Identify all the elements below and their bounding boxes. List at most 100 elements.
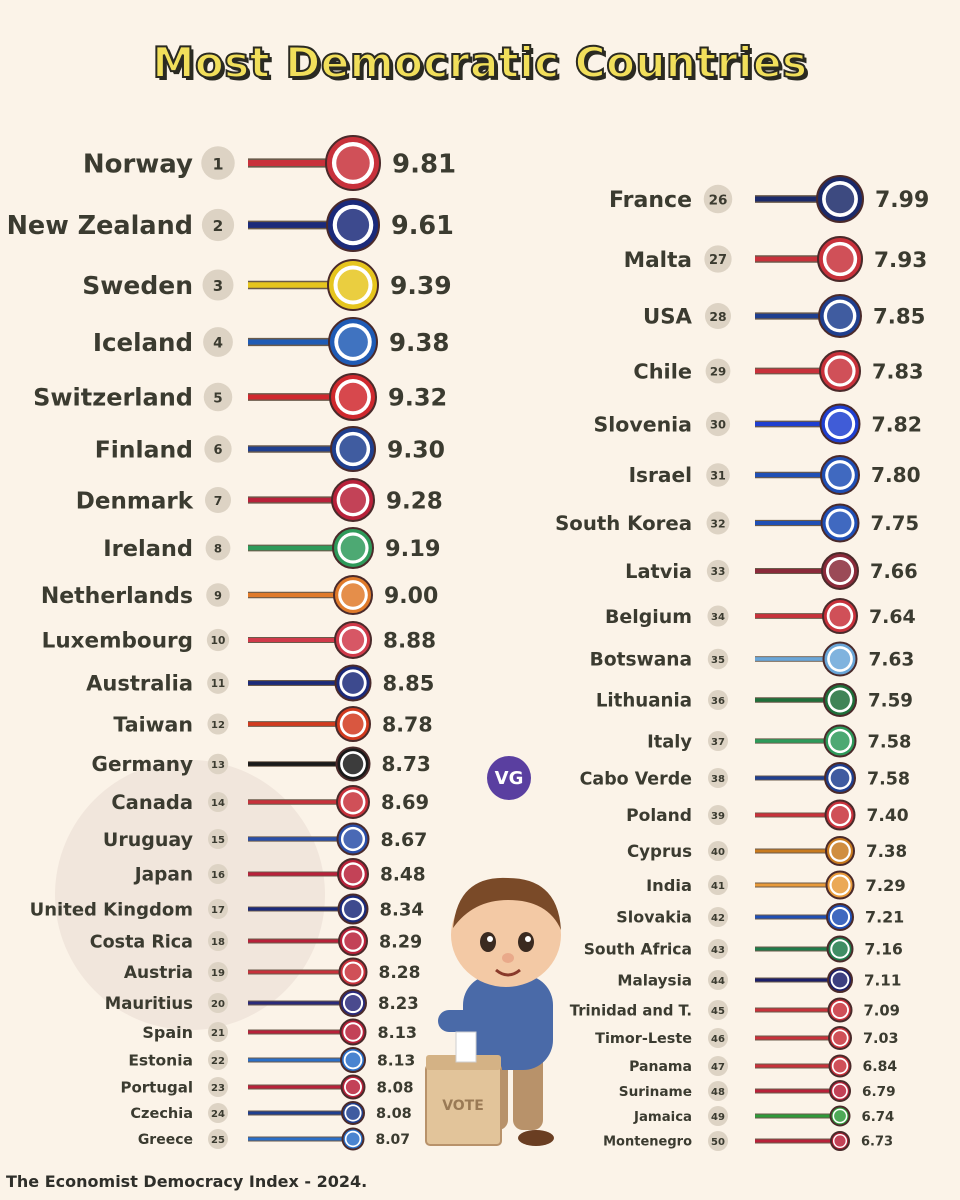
rank-badge	[708, 768, 728, 788]
rank-number: 43	[711, 945, 725, 956]
rank-badge	[208, 829, 228, 849]
rank-number: 38	[711, 774, 725, 785]
country-name: Australia	[86, 672, 193, 696]
rank-number: 27	[709, 253, 727, 268]
voting-boy-illustration: VOTE	[425, 877, 561, 1146]
rank-number: 1	[212, 154, 223, 173]
score-value: 9.19	[385, 536, 441, 562]
score-value: 9.32	[388, 384, 447, 412]
country-name: Taiwan	[113, 712, 193, 736]
country-name: Czechia	[130, 1106, 193, 1122]
rank-number: 50	[711, 1137, 725, 1148]
rank-number: 33	[711, 566, 726, 578]
score-value: 7.66	[870, 560, 918, 583]
rank-number: 15	[211, 835, 225, 846]
country-name: Canada	[111, 791, 193, 814]
country-row: 36 Lithuania 7.59	[596, 683, 913, 717]
score-value: 6.73	[861, 1135, 893, 1150]
score-value: 8.69	[381, 791, 429, 814]
country-row: 4 Iceland 9.38	[93, 317, 449, 367]
rank-badge	[708, 841, 728, 861]
rank-badge	[208, 993, 228, 1013]
rank-badge	[206, 628, 230, 652]
flag-icon	[833, 1059, 847, 1073]
rank-number: 5	[213, 390, 222, 406]
rank-badge	[708, 970, 728, 990]
country-name: South Africa	[584, 941, 692, 959]
country-name: Malta	[624, 248, 692, 273]
country-row: 40 Cyprus 7.38	[627, 836, 907, 866]
flag-icon	[830, 731, 850, 751]
country-row: 48 Suriname 6.79	[619, 1080, 896, 1102]
country-name: USA	[643, 305, 693, 330]
rank-number: 14	[211, 798, 225, 809]
country-name: Latvia	[625, 560, 692, 583]
score-value: 7.80	[871, 463, 921, 487]
country-row: 2 New Zealand 9.61	[7, 198, 454, 252]
flag-icon	[338, 327, 368, 357]
country-name: Estonia	[128, 1052, 193, 1070]
country-name: Luxembourg	[42, 629, 193, 654]
flag-icon	[344, 994, 362, 1012]
country-row: 7 Denmark 9.28	[76, 478, 443, 522]
flag-icon	[336, 208, 370, 242]
score-value: 9.30	[387, 435, 445, 463]
country-row: 37 Italy 7.58	[647, 724, 911, 758]
country-row: 31 Israel 7.80	[629, 455, 921, 495]
rank-number: 18	[211, 937, 225, 948]
country-row: 10 Luxembourg 8.88	[42, 621, 436, 659]
country-row: 46 Timor-Leste 7.03	[595, 1026, 899, 1050]
rank-number: 40	[711, 847, 725, 858]
score-value: 7.11	[864, 971, 901, 989]
country-name: Austria	[124, 963, 193, 983]
country-row: 49 Jamaica 6.74	[633, 1105, 894, 1127]
country-name: Iceland	[93, 328, 193, 357]
country-name: Ireland	[103, 536, 193, 562]
country-row: 13 Germany 8.73	[92, 746, 431, 782]
flag-icon	[346, 1132, 360, 1146]
rank-badge	[708, 1131, 728, 1151]
flag-icon	[834, 1110, 846, 1122]
country-row: 17 United Kingdom 8.34	[30, 893, 424, 925]
rank-badge	[203, 327, 233, 357]
country-row: 25 Greece 8.07	[138, 1127, 410, 1151]
vg-logo: VG	[487, 756, 531, 800]
country-row: 41 India 7.29	[646, 870, 906, 900]
score-value: 6.84	[863, 1059, 898, 1075]
rank-badge	[708, 805, 728, 825]
country-row: 23 Portugal 8.08	[120, 1074, 414, 1100]
country-row: 15 Uruguay 8.67	[103, 822, 427, 856]
flag-icon	[833, 1031, 847, 1045]
country-name: Slovenia	[594, 412, 692, 436]
rank-badge	[208, 1129, 228, 1149]
rank-number: 7	[214, 494, 223, 508]
flag-icon	[828, 559, 852, 583]
country-row: 22 Estonia 8.13	[128, 1047, 415, 1073]
country-name: Israel	[629, 463, 692, 487]
score-value: 8.73	[382, 752, 431, 776]
score-value: 9.00	[384, 584, 438, 609]
country-name: Cabo Verde	[580, 769, 692, 789]
flag-icon	[826, 245, 854, 273]
flag-icon	[826, 302, 854, 330]
rank-badge	[704, 302, 732, 330]
rank-number: 24	[211, 1109, 225, 1120]
score-value: 7.09	[864, 1002, 900, 1019]
rank-badge	[208, 1103, 228, 1123]
rank-number: 45	[711, 1006, 725, 1017]
flag-icon	[342, 672, 364, 694]
flag-icon	[344, 900, 362, 918]
rank-number: 47	[711, 1062, 725, 1073]
score-value: 7.85	[873, 305, 925, 330]
rank-badge	[705, 358, 731, 384]
rank-badge	[205, 535, 231, 561]
score-value: 7.16	[865, 941, 903, 959]
rank-badge	[208, 1022, 228, 1042]
score-value: 8.28	[379, 963, 421, 983]
country-row: 1 Norway 9.81	[83, 135, 456, 191]
country-name: Norway	[83, 149, 193, 179]
rank-number: 26	[709, 192, 728, 208]
flag-icon	[341, 628, 365, 652]
country-row: 14 Canada 8.69	[111, 785, 429, 819]
